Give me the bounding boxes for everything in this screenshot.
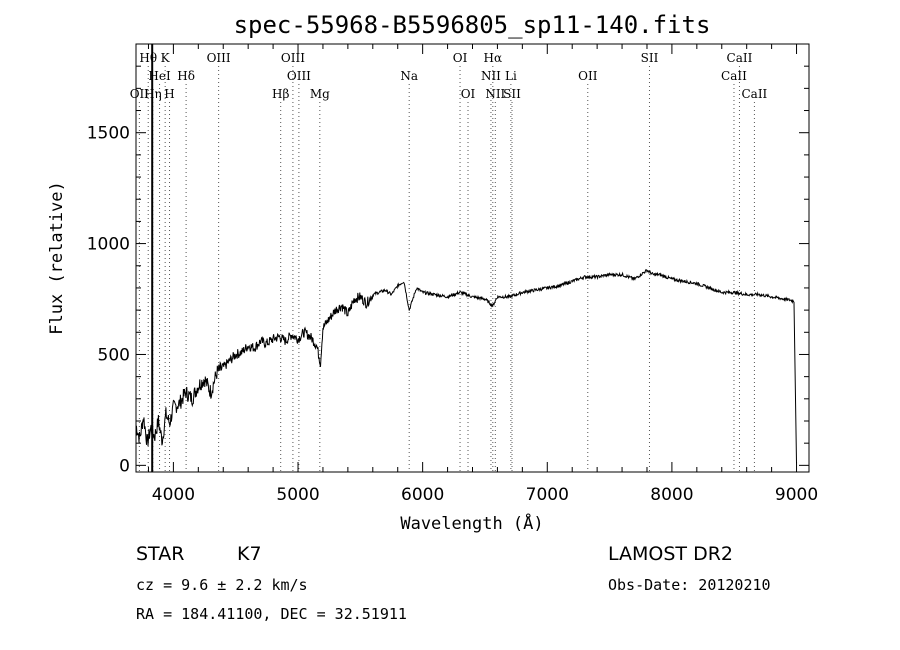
- line-label-15: CaII: [721, 69, 747, 83]
- line-label-14: OII: [578, 69, 598, 83]
- plot-frame: [135, 43, 810, 473]
- line-label-11: Na: [400, 69, 418, 83]
- line-label-2: OIII: [207, 51, 231, 65]
- line-label-3: OIII: [281, 51, 305, 65]
- redshift-cz: cz = 9.6 ± 2.2 km/s: [136, 576, 308, 594]
- line-label-18: H: [164, 87, 174, 101]
- line-label-8: HeI: [148, 69, 171, 83]
- x-tick-label-5: 9000: [775, 485, 818, 505]
- x-tick-label-4: 8000: [650, 485, 693, 505]
- line-label-9: Hδ: [177, 69, 195, 83]
- line-label-10: OIII: [287, 69, 311, 83]
- y-tick-label-1: 500: [98, 345, 130, 365]
- x-axis-label: Wavelength (Å): [400, 512, 543, 534]
- chart-title: spec-55968-B5596805_sp11-140.fits: [234, 11, 711, 39]
- line-label-4: OI: [453, 51, 468, 65]
- line-label-20: Mg: [310, 87, 330, 101]
- y-tick-label-2: 1000: [87, 235, 130, 255]
- x-axis-ticks: 4000 5000 6000 7000 8000 9000: [147, 44, 818, 505]
- spectrum-line: [135, 268, 797, 464]
- x-tick-label-1: 5000: [276, 485, 319, 505]
- line-label-22: NII: [485, 87, 505, 101]
- line-label-7: CaII: [727, 51, 753, 65]
- line-label-16: OII: [130, 87, 150, 101]
- object-type: STAR: [136, 543, 184, 565]
- line-label-1: K: [161, 51, 171, 65]
- spectral-line-markers: [138, 66, 755, 472]
- y-tick-label-0: 0: [119, 456, 130, 476]
- survey-name: LAMOST DR2: [608, 543, 733, 565]
- x-tick-label-0: 4000: [152, 485, 195, 505]
- x-tick-label-3: 7000: [526, 485, 569, 505]
- line-label-0: Hθ: [139, 51, 157, 65]
- line-label-23: SII: [503, 87, 521, 101]
- line-label-19: Hβ: [272, 87, 289, 101]
- y-tick-label-3: 1500: [87, 124, 130, 144]
- line-label-12: NII: [481, 69, 501, 83]
- line-label-6: SII: [641, 51, 659, 65]
- object-subclass: K7: [237, 543, 262, 565]
- x-tick-label-2: 6000: [401, 485, 444, 505]
- y-axis-label: Flux (relative): [47, 181, 67, 335]
- line-label-21: OI: [461, 87, 476, 101]
- coordinates: RA = 184.41100, DEC = 32.51911: [136, 605, 407, 623]
- line-label-13: Li: [505, 69, 517, 83]
- y-axis-ticks: 0 500 1000 1500: [87, 65, 809, 476]
- line-label-24: CaII: [741, 87, 767, 101]
- observation-date: Obs-Date: 20120210: [608, 576, 771, 594]
- line-label-5: Hα: [484, 51, 503, 65]
